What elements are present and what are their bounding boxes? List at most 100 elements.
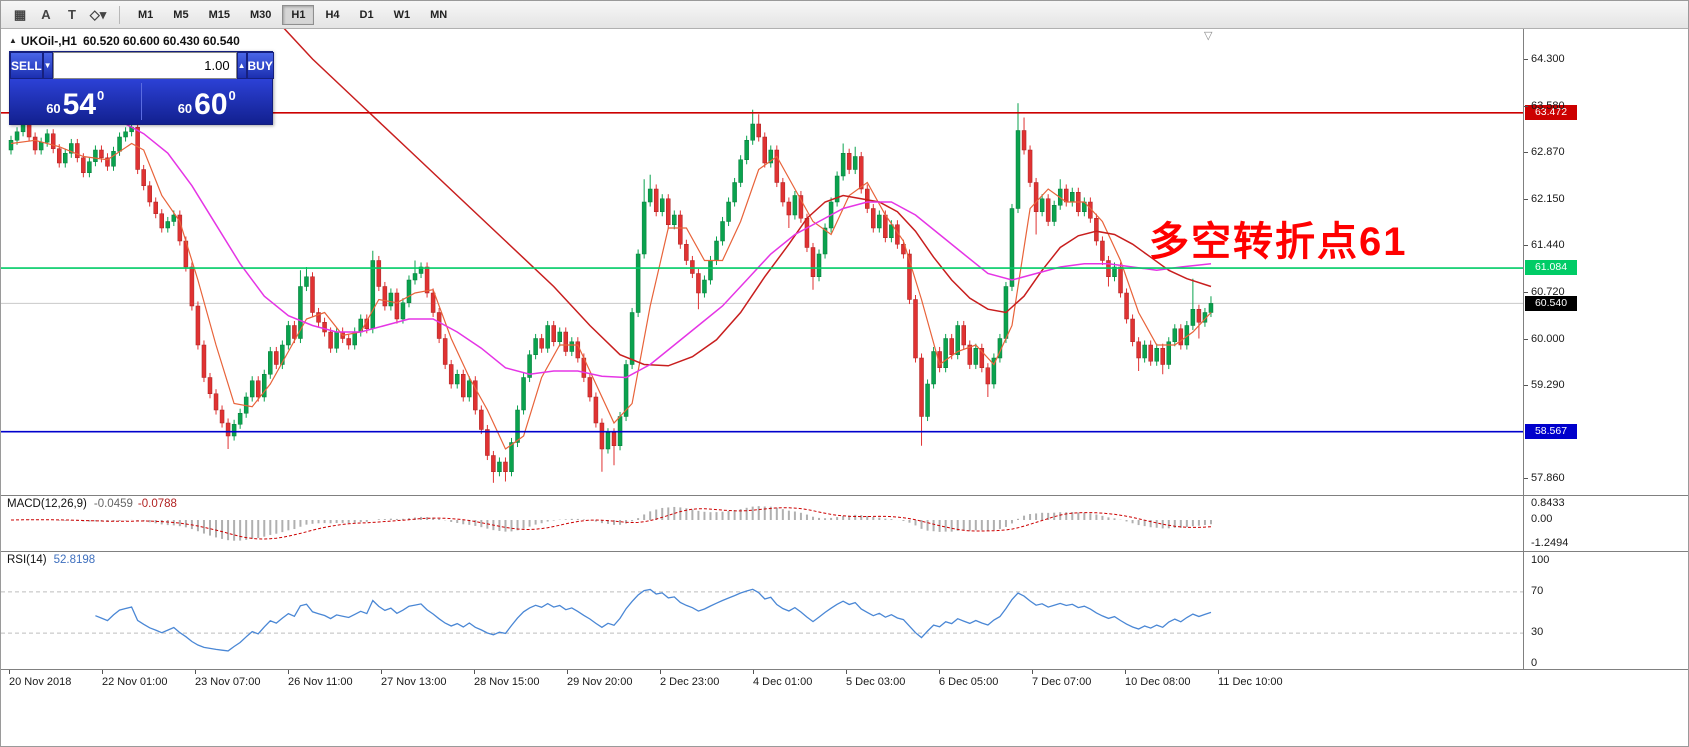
time-tick <box>846 670 847 674</box>
time-tick <box>288 670 289 674</box>
toolbar-separator <box>119 5 120 24</box>
macd-axis-label: 0.8433 <box>1531 496 1565 509</box>
volume-up-button[interactable]: ▲ <box>236 52 247 79</box>
rsi-chart <box>1 588 1523 652</box>
chart-header: ▲ UKOil-,H1 60.520 60.600 60.430 60.540 <box>9 34 240 48</box>
text-tool-icon[interactable]: T <box>68 7 76 22</box>
time-label: 22 Nov 01:00 <box>102 676 168 688</box>
arrow-tool-icon[interactable]: A <box>41 7 51 22</box>
time-tick <box>1032 670 1033 674</box>
price-tick <box>1524 105 1528 107</box>
time-tick <box>381 670 382 674</box>
sell-price-display[interactable]: 60 54 0 <box>10 79 141 124</box>
sell-button[interactable]: SELL <box>10 52 43 79</box>
ohlc-values: 60.520 60.600 60.430 60.540 <box>82 34 240 48</box>
sell-price-big: 54 <box>62 88 97 121</box>
buy-button[interactable]: BUY <box>246 52 274 79</box>
time-tick <box>939 670 940 674</box>
time-label: 23 Nov 07:00 <box>195 676 261 688</box>
time-tick <box>102 670 103 674</box>
time-label: 27 Nov 13:00 <box>381 676 447 688</box>
time-tick <box>1125 670 1126 674</box>
timeframe-d1-button[interactable]: D1 <box>351 5 383 25</box>
price-label: 62.150 <box>1531 192 1565 205</box>
price-divider <box>140 83 142 120</box>
pivot-price-tag: 61.084 <box>1525 260 1577 275</box>
rsi-axis-label: 100 <box>1531 554 1550 566</box>
toolbar: ▦ A T ◇▾ M1 M5 M15 M30 H1 H4 D1 W1 MN <box>1 1 1688 29</box>
rsi-panel[interactable]: RSI(14) 52.8198 <box>1 551 1523 669</box>
time-label: 4 Dec 01:00 <box>753 676 813 688</box>
time-label: 10 Dec 08:00 <box>1125 676 1191 688</box>
volume-dropdown-button[interactable]: ▼ <box>42 52 53 79</box>
resistance-price-tag: 63.472 <box>1525 105 1577 120</box>
macd-title: MACD(12,26,9) -0.0459 -0.0788 <box>7 498 177 510</box>
bid-price-tag: 60.540 <box>1525 296 1577 311</box>
price-label: 59.290 <box>1531 378 1565 391</box>
main-chart-pane[interactable]: ▲ UKOil-,H1 60.520 60.600 60.430 60.540 ▽ … <box>1 29 1523 494</box>
price-tick <box>1524 198 1528 200</box>
price-label: 60.720 <box>1531 285 1565 298</box>
timeframe-m1-button[interactable]: M1 <box>129 5 162 25</box>
timeframe-mn-button[interactable]: MN <box>421 5 456 25</box>
rsi-axis-label: 0 <box>1531 657 1538 669</box>
annotation-text[interactable]: 多空转折点61 <box>1149 220 1408 264</box>
macd-chart <box>10 506 1212 541</box>
rsi-axis-label: 30 <box>1531 626 1544 639</box>
grid-icon[interactable]: ▦ <box>13 6 27 22</box>
time-label: 5 Dec 03:00 <box>846 676 906 688</box>
timeframe-h1-button[interactable]: H1 <box>282 4 315 25</box>
price-label: 64.300 <box>1531 53 1565 65</box>
buy-price-big: 60 <box>194 88 228 121</box>
macd-signal-value: -0.0788 <box>137 498 177 510</box>
buy-price-prefix: 60 <box>177 101 193 116</box>
time-label: 7 Dec 07:00 <box>1032 676 1092 688</box>
symbol-marker-icon: ▲ <box>9 36 17 45</box>
macd-panel[interactable]: MACD(12,26,9) -0.0459 -0.0788 <box>1 495 1523 550</box>
macd-axis-label: -1.2494 <box>1531 536 1569 549</box>
time-tick <box>660 670 661 674</box>
chart-shift-marker-icon[interactable]: ▽ <box>1204 30 1213 42</box>
price-label: 61.440 <box>1531 238 1565 251</box>
rsi-axis-label: 70 <box>1531 584 1544 597</box>
rsi-value: 52.8198 <box>53 554 96 566</box>
time-label: 26 Nov 11:00 <box>288 676 353 688</box>
time-tick <box>9 670 10 674</box>
price-tick <box>1524 59 1528 60</box>
macd-main-value: -0.0459 <box>93 498 133 510</box>
timeframe-h4-button[interactable]: H4 <box>316 5 348 25</box>
rsi-title: RSI(14) 52.8198 <box>7 554 95 566</box>
time-label: 11 Dec 10:00 <box>1218 676 1283 688</box>
candlestick-chart[interactable] <box>1 29 1523 494</box>
macd-name: MACD(12,26,9) <box>7 498 87 510</box>
price-label: 60.000 <box>1531 332 1565 345</box>
sell-price-prefix: 60 <box>46 101 61 116</box>
time-label: 6 Dec 05:00 <box>939 676 999 688</box>
volume-input[interactable] <box>52 52 237 79</box>
time-tick <box>753 670 754 674</box>
buy-price-display[interactable]: 60 60 0 <box>142 79 273 124</box>
price-tick <box>1524 338 1528 340</box>
timeframe-m30-button[interactable]: M30 <box>241 5 280 25</box>
timeframe-w1-button[interactable]: W1 <box>385 5 420 25</box>
price-label: 62.870 <box>1531 145 1565 158</box>
time-tick <box>195 670 196 674</box>
time-tick <box>1218 670 1219 674</box>
time-label: 2 Dec 23:00 <box>660 676 720 688</box>
time-label: 20 Nov 2018 <box>9 676 72 688</box>
price-label: 57.860 <box>1531 471 1565 484</box>
time-label: 28 Nov 15:00 <box>474 676 540 688</box>
time-tick <box>474 670 475 674</box>
shapes-tool-icon[interactable]: ◇▾ <box>89 6 107 22</box>
price-tick <box>1524 151 1528 153</box>
price-tick <box>1524 384 1528 386</box>
axis-separator <box>1524 495 1688 496</box>
time-axis[interactable]: 20 Nov 2018 22 Nov 01:00 23 Nov 07:00 26 No… <box>1 669 1688 746</box>
timeframe-m5-button[interactable]: M5 <box>164 5 197 25</box>
time-tick <box>567 670 568 674</box>
timeframe-m15-button[interactable]: M15 <box>200 5 239 25</box>
price-axis[interactable]: 63.472 61.084 60.540 58.567 64.300 63.580… <box>1523 29 1688 669</box>
rsi-name: RSI(14) <box>7 554 47 566</box>
